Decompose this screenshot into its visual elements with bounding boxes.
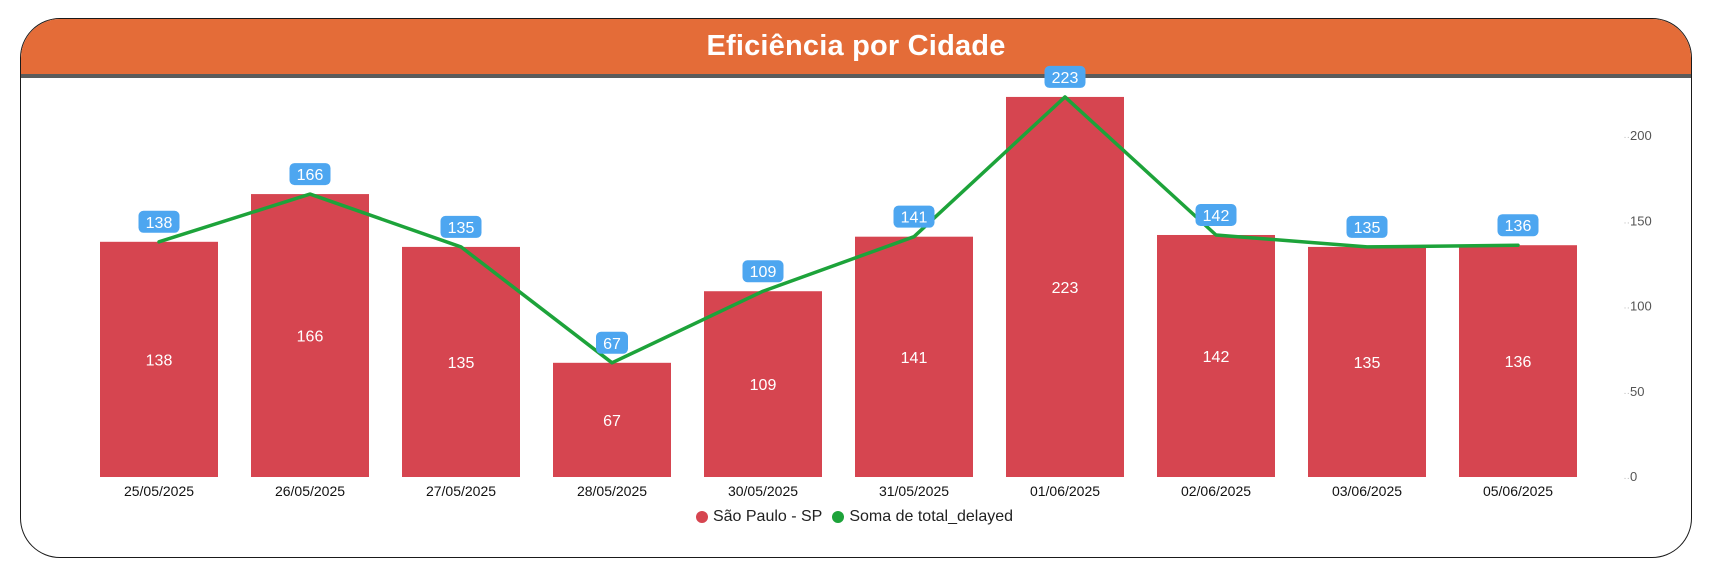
- y-tick-label: 100: [1630, 299, 1652, 314]
- line-value-badge: [289, 163, 331, 186]
- x-tick-label: 25/05/2025: [124, 483, 194, 499]
- header-divider: [21, 74, 1691, 78]
- bar-value-label: 138: [146, 352, 173, 369]
- chart-title: Eficiência por Cidade: [706, 30, 1006, 62]
- bar-value-label: 223: [1052, 280, 1079, 297]
- x-tick-label: 03/06/2025: [1332, 483, 1402, 499]
- line-value-badge: [1044, 65, 1086, 88]
- y-tick-mark: ··: [1623, 473, 1630, 484]
- line-value-label: 141: [901, 210, 928, 227]
- bar-value-label: 142: [1203, 349, 1230, 366]
- y-tick-label: 200: [1630, 128, 1652, 143]
- legend-swatch-line: [832, 511, 845, 523]
- x-tick-label: 02/06/2025: [1181, 483, 1251, 499]
- legend-label-line: Soma de total_delayed: [849, 508, 1014, 525]
- line-value-label: 109: [750, 264, 777, 281]
- line-value-badge: [1497, 214, 1539, 237]
- line-value-label: 136: [1505, 218, 1532, 235]
- bar: [1459, 245, 1577, 477]
- line-value-badge: [440, 215, 482, 238]
- line-value-label: 138: [146, 215, 173, 232]
- line-value-badge: [138, 210, 180, 233]
- series-line: [157, 95, 1520, 365]
- bar: [855, 236, 973, 477]
- x-tick-label: 05/06/2025: [1483, 483, 1553, 499]
- bar-value-label: 109: [750, 377, 777, 394]
- legend-swatch-bar: [695, 511, 708, 523]
- line-value-badge: [1346, 215, 1388, 238]
- x-tick-label: 28/05/2025: [577, 483, 647, 499]
- legend-label-bar: São Paulo - SP: [712, 508, 823, 525]
- bar: [402, 246, 520, 477]
- y-tick-mark: ··: [1623, 132, 1630, 143]
- bar-value-label: 67: [603, 413, 621, 430]
- y-tick-label: 150: [1630, 213, 1652, 228]
- bar: [100, 241, 218, 477]
- y-tick-label: 50: [1630, 384, 1644, 399]
- x-tick-label: 01/06/2025: [1030, 483, 1100, 499]
- bar: [1308, 246, 1426, 477]
- legend-item-bar[interactable]: São Paulo - SP: [695, 508, 823, 526]
- bar: [1157, 234, 1275, 477]
- line-value-label: 166: [297, 167, 324, 184]
- line-value-label: 135: [448, 220, 475, 237]
- x-tick-label: 26/05/2025: [275, 483, 345, 499]
- bar-value-label: 136: [1505, 354, 1532, 371]
- line-value-badge: [1195, 203, 1237, 226]
- y-tick-mark: ··: [1623, 388, 1630, 399]
- x-tick-label: 31/05/2025: [879, 483, 949, 499]
- line-value-label: 223: [1052, 70, 1079, 87]
- y-tick-mark: ··: [1623, 303, 1630, 314]
- bar: [704, 291, 822, 477]
- y-tick-mark: ··: [1623, 217, 1630, 228]
- y-tick-label: 0: [1630, 469, 1637, 484]
- line-value-badge: [893, 205, 935, 228]
- legend-item-line[interactable]: Soma de total_delayed: [832, 508, 1013, 526]
- bar: [1006, 96, 1124, 478]
- line-value-label: 135: [1354, 220, 1381, 237]
- bar: [251, 194, 369, 478]
- bar-value-label: 135: [1354, 355, 1381, 372]
- line-value-label: 142: [1203, 208, 1230, 225]
- line-value-badge: [742, 260, 784, 283]
- bar-value-label: 141: [901, 350, 928, 367]
- bar-value-label: 166: [297, 329, 324, 346]
- chart-header: Eficiência por Cidade: [21, 19, 1691, 74]
- bar: [553, 362, 671, 477]
- line-value-badge: [596, 331, 628, 354]
- x-tick-label: 27/05/2025: [426, 483, 496, 499]
- line-value-label: 67: [603, 336, 621, 353]
- chart-legend: São Paulo - SP Soma de total_delayed: [0, 508, 1709, 526]
- x-tick-label: 30/05/2025: [728, 483, 798, 499]
- bar-value-label: 135: [448, 355, 475, 372]
